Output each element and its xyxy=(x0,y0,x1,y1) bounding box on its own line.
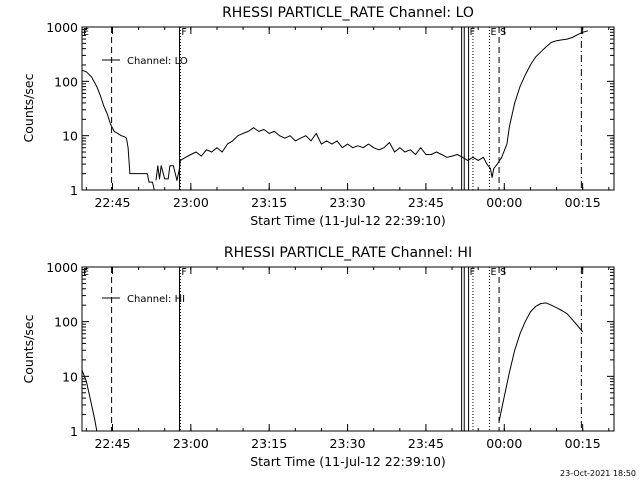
x-tick-label: 22:45 xyxy=(94,436,130,451)
y-axis-ticks-lo: 1 10 100 1000 xyxy=(46,20,614,198)
x-tick-label: 00:15 xyxy=(565,195,601,210)
series-line-lo xyxy=(155,30,589,181)
series-lines-lo xyxy=(81,30,589,191)
chart-title-lo: RHESSI PARTICLE_RATE Channel: LO xyxy=(222,5,474,21)
series-lines-hi xyxy=(81,302,584,432)
y-tick-label: 100 xyxy=(54,74,78,89)
y-tick-label: 10 xyxy=(62,129,78,144)
x-axis-ticks-lo: 22:45 23:00 23:15 23:30 23:45 00:00 00:15 xyxy=(85,27,610,210)
legend-label-lo: Channel: LO xyxy=(127,56,188,67)
event-marker-label: F xyxy=(181,27,186,38)
event-marker-label: E xyxy=(490,27,496,38)
x-axis-ticks-hi: 22:45 23:00 23:15 23:30 23:45 00:00 00:15 xyxy=(85,267,610,451)
event-marker-label: S xyxy=(500,27,506,38)
x-tick-label: 23:45 xyxy=(408,195,444,210)
y-axis-label-lo: Counts/sec xyxy=(21,73,36,142)
x-tick-label: 22:45 xyxy=(94,195,130,210)
series-line-hi xyxy=(498,302,584,422)
x-tick-label: 23:30 xyxy=(330,195,366,210)
event-marker-label: F xyxy=(470,27,475,38)
event-marker-label: E xyxy=(490,267,496,278)
legend-hi: Channel: HI xyxy=(102,294,185,305)
x-tick-label: 23:15 xyxy=(251,195,287,210)
y-tick-label: 1 xyxy=(70,183,78,198)
chart-title-hi: RHESSI PARTICLE_RATE Channel: HI xyxy=(224,245,472,261)
x-tick-label: 23:00 xyxy=(173,436,209,451)
event-marker-label: S xyxy=(500,267,506,278)
y-tick-label: 10 xyxy=(62,369,78,384)
x-tick-label: 23:45 xyxy=(408,436,444,451)
y-axis-ticks-hi: 1 10 100 1000 xyxy=(46,260,614,439)
event-marker-label: F xyxy=(181,267,186,278)
x-tick-label: 23:00 xyxy=(173,195,209,210)
footer-timestamp: 23-Oct-2021 18:50 xyxy=(560,469,636,478)
series-line-lo xyxy=(81,69,155,191)
x-axis-label-hi: Start Time (11-Jul-12 22:39:10) xyxy=(250,454,446,469)
y-tick-label: 1000 xyxy=(46,20,78,35)
x-tick-label: 00:00 xyxy=(486,436,522,451)
y-tick-label: 1 xyxy=(70,424,78,439)
y-axis-label-hi: Counts/sec xyxy=(21,314,36,383)
x-tick-label: 23:30 xyxy=(330,436,366,451)
event-marker-label: F xyxy=(470,267,475,278)
legend-label-hi: Channel: HI xyxy=(127,294,185,305)
event-marker-label: E xyxy=(83,267,89,278)
x-tick-label: 23:15 xyxy=(251,436,287,451)
series-line-hi xyxy=(81,369,98,432)
x-tick-label: 00:15 xyxy=(565,436,601,451)
y-tick-label: 100 xyxy=(54,315,78,330)
x-axis-label-lo: Start Time (11-Jul-12 22:39:10) xyxy=(250,213,446,228)
y-tick-label: 1000 xyxy=(46,260,78,275)
legend-lo: Channel: LO xyxy=(102,56,188,67)
x-tick-label: 00:00 xyxy=(486,195,522,210)
event-marker-label: E xyxy=(83,27,89,38)
